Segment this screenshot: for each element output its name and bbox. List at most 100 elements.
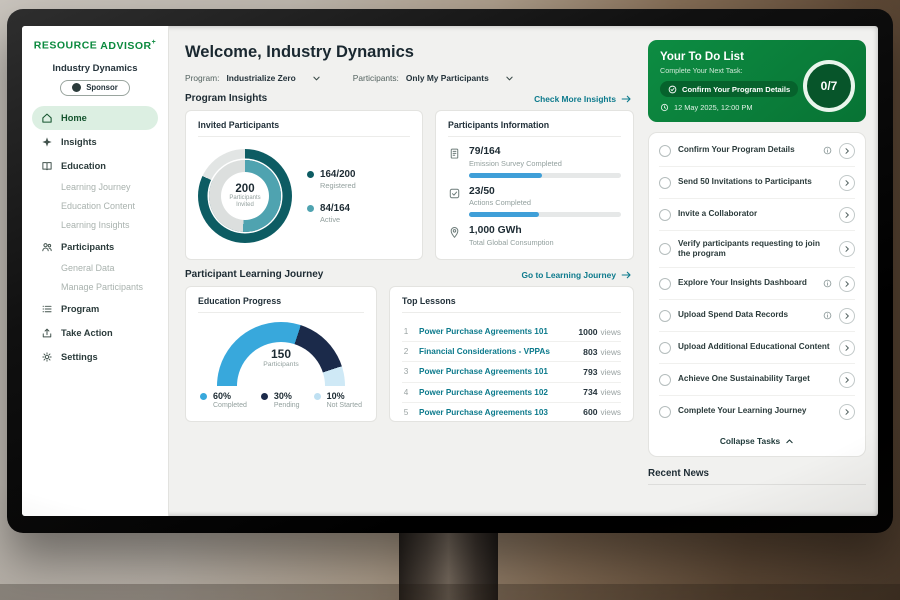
- go-to-learning-journey-link[interactable]: Go to Learning Journey: [522, 270, 632, 280]
- action-upload-icon: [41, 327, 53, 339]
- task-checkbox[interactable]: [659, 373, 671, 386]
- section-title: Program Insights: [185, 93, 268, 104]
- sidebar-item-insights[interactable]: Insights: [32, 130, 158, 154]
- education-progress-card: Education Progress 150 Participants: [185, 286, 377, 422]
- chevron-right-icon[interactable]: [839, 142, 855, 159]
- chevron-right-icon[interactable]: [839, 275, 855, 292]
- task-item[interactable]: Upload Additional Educational Content: [659, 332, 855, 365]
- sidebar-item-manage-participants[interactable]: Manage Participants: [32, 278, 158, 297]
- lesson-link[interactable]: Financial Considerations - VPPAs: [419, 347, 550, 357]
- lesson-link[interactable]: Power Purchase Agreements 101: [419, 367, 548, 377]
- chevron-right-icon[interactable]: [839, 403, 855, 420]
- next-task-label: Confirm Your Program Details: [682, 84, 791, 94]
- sidebar-item-participants[interactable]: Participants: [32, 235, 158, 259]
- stat-actions-completed: 23/50 Actions Completed: [448, 185, 621, 217]
- arrow-right-icon: [621, 95, 632, 103]
- sidebar: RESOURCE ADVISOR+ Industry Dynamics Spons…: [22, 26, 169, 516]
- donut-center-label: Participants Invited: [229, 194, 261, 209]
- check-circle-icon: [668, 85, 677, 94]
- views-unit: views: [600, 347, 621, 357]
- sponsor-label: Sponsor: [86, 83, 118, 92]
- task-checkbox[interactable]: [659, 405, 671, 418]
- views-value: 600: [583, 407, 598, 418]
- stat-emission-survey: 79/164 Emission Survey Completed: [448, 146, 621, 178]
- task-item[interactable]: Invite a Collaborator: [659, 199, 855, 231]
- task-checkbox[interactable]: [659, 176, 671, 189]
- next-task-chip[interactable]: Confirm Your Program Details: [660, 81, 799, 97]
- invited-participants-card: Invited Participants 200 Participants In…: [185, 110, 423, 260]
- sponsor-badge[interactable]: Sponsor: [60, 79, 130, 96]
- sidebar-item-education-content[interactable]: Education Content: [32, 197, 158, 216]
- task-checkbox[interactable]: [659, 208, 671, 221]
- sidebar-item-general-data[interactable]: General Data: [32, 259, 158, 278]
- survey-clipboard-icon: [448, 147, 461, 160]
- views-unit: views: [600, 367, 621, 377]
- chevron-right-icon[interactable]: [839, 174, 855, 191]
- stat-label: Emission Survey Completed: [469, 158, 562, 168]
- due-date: 12 May 2025, 12:00 PM: [660, 103, 854, 112]
- task-item[interactable]: Achieve One Sustainability Target: [659, 364, 855, 397]
- chevron-right-icon[interactable]: [839, 241, 855, 258]
- lesson-link[interactable]: Power Purchase Agreements 102: [419, 387, 548, 397]
- legend-label: Not Started: [326, 402, 362, 409]
- insights-cards-row: Invited Participants 200 Participants In…: [185, 110, 634, 260]
- stat-value: 23/50: [469, 185, 495, 197]
- nav-label: Program: [61, 303, 100, 314]
- task-label: Explore Your Insights Dashboard: [678, 278, 807, 288]
- sidebar-item-learning-journey[interactable]: Learning Journey: [32, 178, 158, 197]
- views-value: 1000: [578, 326, 598, 337]
- task-item[interactable]: Send 50 Invitations to Participants: [659, 167, 855, 199]
- task-checkbox[interactable]: [659, 243, 671, 256]
- program-select[interactable]: Industrialize Zero: [226, 73, 320, 83]
- todo-subtitle: Complete Your Next Task:: [660, 66, 743, 75]
- sidebar-item-home[interactable]: Home: [32, 105, 158, 130]
- participants-select[interactable]: Only My Participants: [406, 73, 514, 83]
- task-label: Send 50 Invitations to Participants: [678, 177, 812, 187]
- task-checkbox[interactable]: [659, 341, 671, 354]
- sidebar-item-program[interactable]: Program: [32, 297, 158, 321]
- task-checkbox[interactable]: [659, 144, 671, 157]
- donut-center-value: 200: [235, 182, 255, 195]
- task-item[interactable]: Complete Your Learning Journey: [659, 396, 855, 427]
- task-item[interactable]: Upload Spend Data Records: [659, 300, 855, 333]
- task-checkbox[interactable]: [659, 277, 671, 290]
- chevron-right-icon[interactable]: [839, 206, 855, 223]
- task-label: Confirm Your Program Details: [678, 145, 795, 155]
- nav-label: Education Content: [61, 201, 136, 211]
- collapse-tasks-link[interactable]: Collapse Tasks: [659, 427, 855, 454]
- legend-item-active: 84/164 Active: [307, 203, 356, 224]
- gear-icon: [41, 351, 53, 363]
- task-checkbox[interactable]: [659, 309, 671, 322]
- task-label: Complete Your Learning Journey: [678, 406, 807, 416]
- lesson-link[interactable]: Power Purchase Agreements 101: [419, 327, 548, 337]
- sidebar-item-education[interactable]: Education: [32, 154, 158, 178]
- lesson-link[interactable]: Power Purchase Agreements 103: [419, 407, 548, 417]
- task-item[interactable]: Confirm Your Program Details: [659, 135, 855, 167]
- section-title: Participant Learning Journey: [185, 269, 324, 280]
- task-item[interactable]: Verify participants requesting to join t…: [659, 231, 855, 269]
- check-more-insights-link[interactable]: Check More Insights: [534, 94, 632, 104]
- sidebar-item-settings[interactable]: Settings: [32, 345, 158, 369]
- nav-label: Learning Insights: [61, 220, 130, 230]
- chevron-right-icon[interactable]: [839, 339, 855, 356]
- legend-label: Pending: [273, 402, 300, 409]
- program-select-value: Industrialize Zero: [226, 73, 296, 83]
- views-unit: views: [600, 388, 621, 398]
- stat-value: 1,000 GWh: [469, 225, 522, 236]
- legend-item-pending: 30% Pending: [260, 391, 300, 409]
- chevron-right-icon[interactable]: [839, 371, 855, 388]
- stat-label: Actions Completed: [469, 198, 532, 207]
- task-label: Upload Spend Data Records: [678, 310, 789, 320]
- emission-survey-progress-bar: [469, 172, 621, 178]
- link-label: Go to Learning Journey: [521, 269, 616, 280]
- task-item[interactable]: Explore Your Insights Dashboard: [659, 268, 855, 301]
- clock-icon: [660, 103, 669, 112]
- chevron-right-icon[interactable]: [839, 307, 855, 324]
- app-logo: RESOURCE ADVISOR+: [32, 39, 158, 52]
- legend-value: 60%: [213, 391, 232, 401]
- logo-word-2: ADVISOR: [100, 39, 152, 52]
- sidebar-item-take-action[interactable]: Take Action: [32, 321, 158, 345]
- nav-label: Education: [61, 160, 106, 171]
- nav-label: Take Action: [61, 327, 113, 338]
- sidebar-item-learning-insights[interactable]: Learning Insights: [32, 216, 158, 235]
